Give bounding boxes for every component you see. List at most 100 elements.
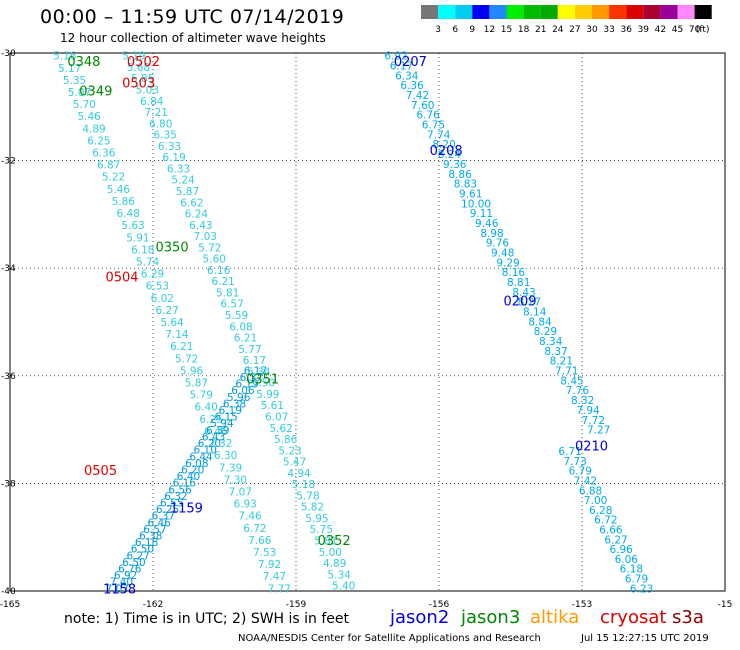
wave-height-value: 6.27	[604, 534, 627, 546]
wave-height-value: 5.81	[314, 536, 337, 548]
wave-height-value: 6.19	[219, 405, 242, 417]
scale-label: 42	[655, 25, 666, 35]
wave-height-value: 5.96	[180, 365, 204, 377]
wave-height-value: 7.42	[406, 90, 429, 102]
wave-height-value: 7.77	[268, 583, 291, 595]
scale-label: 39	[638, 25, 650, 35]
wave-height-value: 6.08	[185, 458, 208, 470]
wave-height-value: 4.94	[287, 468, 311, 480]
wave-height-value: 6.19	[235, 379, 258, 391]
wave-height-value: 7.66	[248, 535, 272, 547]
wave-height-value: 6.92	[384, 51, 407, 63]
wave-height-value: 7.00	[584, 495, 607, 507]
wave-height-value: 6.40	[177, 471, 200, 483]
scale-label: 15	[501, 25, 512, 35]
wave-height-value: 5.47	[283, 457, 306, 469]
plot-frame	[9, 52, 726, 592]
wave-height-value: 5.96	[227, 392, 251, 404]
wave-height-value: 6.33	[167, 163, 190, 175]
wave-height-value: 6.56	[168, 484, 192, 496]
wave-height-value: 5.95	[305, 513, 328, 525]
wave-height-value: 8.84	[528, 316, 552, 328]
scale-label: 33	[603, 25, 614, 35]
wave-height-value: 6.25	[87, 135, 110, 147]
wave-height-value: 8.21	[550, 356, 573, 368]
wave-height-value: 6.38	[139, 530, 162, 542]
wave-height-value: 6.92	[114, 570, 137, 582]
pass-time-label: 0502	[127, 55, 160, 70]
wave-height-value: 6.43	[189, 220, 212, 232]
wave-height-value: 6.21	[234, 333, 257, 345]
wave-height-value: 8.98	[480, 228, 503, 240]
scale-swatch	[574, 5, 592, 19]
wave-height-value: 7.14	[165, 329, 189, 341]
wave-height-value: 6.36	[400, 80, 424, 92]
wave-height-value: 7.76	[566, 385, 590, 397]
wave-height-value: 8.14	[523, 307, 547, 319]
wave-height-value: 5.74	[136, 256, 160, 268]
map-title: 00:00 – 11:59 UTC 07/14/2019	[40, 6, 345, 28]
wave-height-value: 8.27	[518, 297, 541, 309]
wave-height-value: 5.81	[216, 287, 239, 299]
legend-jason2: jason2	[390, 607, 450, 628]
wave-height-value: 5.24	[171, 175, 195, 187]
pass-time-label: 0210	[575, 440, 608, 455]
y-tick-label: -34	[1, 264, 16, 274]
map-subtitle: 12 hour collection of altimeter wave hei…	[60, 31, 326, 45]
wave-height-value: 5.16	[53, 51, 77, 63]
wave-height-value: 7.07	[106, 583, 129, 595]
pass-time-label: 0351	[246, 372, 279, 387]
wave-height-value: 8.86	[448, 169, 472, 181]
wave-height-value: 9.76	[486, 238, 510, 250]
scale-swatch	[489, 5, 507, 19]
wave-height-value: 6.16	[173, 478, 197, 490]
scale-label: 6	[452, 25, 458, 35]
wave-height-value: 5.72	[198, 242, 221, 254]
scale-swatch	[455, 5, 473, 19]
scale-label: 45	[672, 25, 683, 35]
scale-swatch	[609, 5, 627, 19]
pass-time-label: 0503	[122, 77, 155, 92]
wave-height-value: 8.83	[454, 179, 477, 191]
x-tick-label: -162	[143, 600, 163, 610]
wave-height-value: 6.27	[126, 550, 149, 562]
wave-height-value: 6.84	[140, 96, 164, 108]
wave-height-value: 5.64	[160, 317, 184, 329]
wave-height-value: 8.34	[539, 336, 563, 348]
wave-height-value: 7.71	[555, 366, 578, 378]
wave-height-value: 8.20	[432, 139, 455, 151]
wave-height-value: 6.39	[206, 425, 229, 437]
wave-height-value: 6.16	[207, 265, 231, 277]
scale-swatch	[677, 5, 695, 19]
wave-height-value: 5.87	[176, 186, 199, 198]
wave-height-value: 7.60	[411, 100, 434, 112]
wave-height-value: 5.46	[77, 111, 101, 123]
wave-height-value: 8.45	[560, 375, 583, 387]
pass-time-label: 0350	[156, 241, 189, 256]
wave-height-value: 6.79	[569, 466, 592, 478]
y-tick-label: -30	[1, 49, 16, 59]
wave-height-value: 5.75	[310, 524, 333, 536]
wave-height-value: 8.43	[512, 287, 535, 299]
scale-label: 70	[689, 25, 701, 35]
x-tick-label: -153	[572, 600, 592, 610]
wave-height-value: 5.70	[73, 99, 96, 111]
map-plot: -165 -162 -159 -156 -153 -15 -30 -32 -34 -36 -38 -4…	[0, 49, 732, 610]
scale-swatch	[523, 5, 541, 19]
wave-height-value: 5.00	[319, 547, 342, 559]
wave-height-value: 6.72	[243, 523, 266, 535]
wave-height-value: 5.77	[238, 344, 261, 356]
wave-height-value: 6.20	[181, 464, 204, 476]
wave-height-value: 6.23	[630, 583, 653, 595]
scale-swatch	[540, 5, 558, 19]
wave-height-value: 6.43	[202, 431, 225, 443]
wave-height-value: 6.79	[625, 574, 648, 586]
scale-label: 3	[435, 25, 441, 35]
wave-height-value: 6.93	[233, 499, 256, 511]
wave-height-value: 5.61	[261, 400, 284, 412]
wave-height-value: 6.37	[152, 511, 175, 523]
y-tick-label: -32	[1, 157, 16, 167]
wave-height-value: 5.46	[107, 184, 131, 196]
wave-height-value: 6.33	[158, 141, 181, 153]
wave-height-value: 5.82	[301, 502, 324, 514]
